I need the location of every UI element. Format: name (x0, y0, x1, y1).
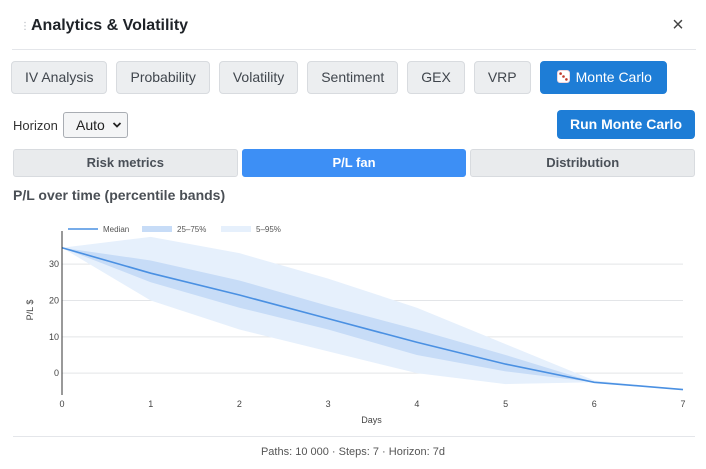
x-tick-label-4: 4 (414, 399, 419, 409)
view-subtabs: Risk metrics P/L fan Distribution (13, 149, 696, 177)
x-tick-label-3: 3 (326, 399, 331, 409)
band-25-75 (62, 247, 683, 390)
band-5-95 (62, 236, 683, 390)
close-button[interactable]: × (672, 14, 684, 36)
horizon-row: Horizon Auto Run Monte Carlo (13, 110, 695, 139)
horizon-select-value: Auto (76, 117, 105, 133)
analytics-tabs: IV Analysis Probability Volatility Senti… (11, 61, 667, 94)
x-tick-label-7: 7 (680, 399, 685, 409)
legend-label-25-75: 25–75% (177, 225, 206, 234)
horizon-label: Horizon (13, 118, 58, 133)
x-axis-title: Days (361, 415, 382, 425)
tab-gex[interactable]: GEX (407, 61, 465, 94)
panel-header: ⋮⋮ Analytics & Volatility × (12, 10, 696, 50)
median-line-layer (61, 246, 684, 391)
footer-divider (13, 436, 695, 437)
y-axis-title: P/L $ (25, 300, 35, 321)
x-tick-label-2: 2 (237, 399, 242, 409)
band-5-95-layer (62, 236, 683, 390)
chart-legend: Median 25–75% 5–95% (68, 225, 281, 234)
x-tick-label-1: 1 (148, 399, 153, 409)
chart-axes: 0 10 20 30 0 1 2 3 4 5 6 7 (49, 231, 686, 409)
legend-label-5-95: 5–95% (256, 225, 281, 234)
panel-title: Analytics & Volatility (31, 17, 189, 34)
y-tick-label-20: 20 (49, 295, 59, 305)
band-25-75-layer (62, 247, 683, 390)
tab-probability[interactable]: Probability (116, 61, 210, 94)
y-tick-label-0: 0 (54, 368, 59, 378)
subtab-pl-fan[interactable]: P/L fan (241, 149, 467, 177)
chevron-down-icon (112, 113, 122, 146)
simulation-summary: Paths: 10 000 · Steps: 7 · Horizon: 7d (260, 446, 446, 458)
legend-swatch-5-95 (221, 226, 251, 232)
x-tick-label-0: 0 (59, 399, 64, 409)
tab-volatility[interactable]: Volatility (218, 61, 299, 94)
section-title: P/L over time (percentile bands) (13, 187, 226, 203)
y-tick-label-10: 10 (49, 332, 59, 342)
tab-monte-carlo[interactable]: Monte Carlo (539, 61, 667, 94)
run-monte-carlo-button[interactable]: Run Monte Carlo (557, 110, 695, 139)
legend-swatch-25-75 (142, 226, 172, 232)
y-tick-label-30: 30 (49, 259, 59, 269)
tab-iv-analysis[interactable]: IV Analysis (11, 61, 108, 94)
tab-monte-carlo-label: Monte Carlo (575, 69, 652, 85)
drag-handle-icon[interactable]: ⋮⋮ (20, 21, 39, 32)
dice-icon (556, 63, 570, 94)
median-line (61, 246, 684, 391)
subtab-risk-metrics[interactable]: Risk metrics (13, 149, 238, 177)
subtab-distribution[interactable]: Distribution (470, 149, 696, 177)
legend-label-median: Median (103, 225, 129, 234)
tab-vrp[interactable]: VRP (473, 61, 531, 94)
x-tick-label-5: 5 (503, 399, 508, 409)
horizon-select[interactable]: Auto (63, 112, 128, 138)
x-tick-label-6: 6 (592, 399, 597, 409)
tab-sentiment[interactable]: Sentiment (307, 61, 399, 94)
